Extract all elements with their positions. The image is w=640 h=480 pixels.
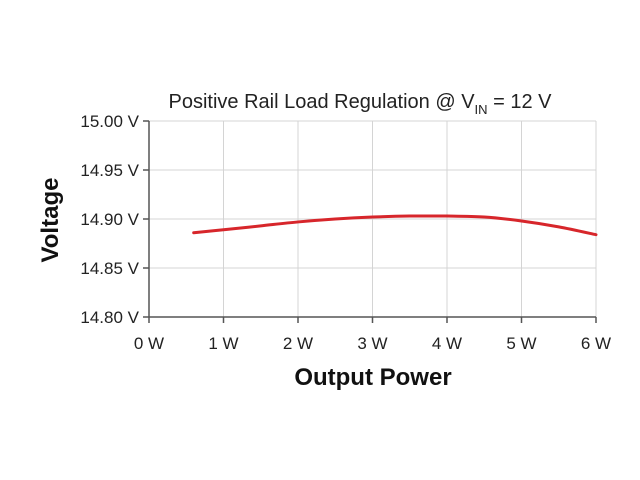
y-tick-label: 14.95 V — [80, 161, 139, 180]
grid-layer — [149, 120, 597, 317]
axis-layer — [143, 120, 597, 323]
x-tick-label: 4 W — [432, 334, 462, 353]
x-tick-label: 0 W — [134, 334, 164, 353]
y-axis-label: Voltage — [37, 178, 64, 263]
y-tick-label: 14.85 V — [80, 259, 139, 278]
x-tick-label: 5 W — [506, 334, 536, 353]
x-tick-label: 2 W — [283, 334, 313, 353]
y-tick-label: 14.90 V — [80, 210, 139, 229]
y-tick-label: 15.00 V — [80, 112, 139, 131]
chart-title: Positive Rail Load Regulation @ VIN = 12… — [169, 91, 553, 117]
x-tick-label: 3 W — [357, 334, 387, 353]
x-tick-label: 1 W — [208, 334, 238, 353]
tick-label-layer: 14.80 V 14.85 V 14.90 V 14.95 V 15.00 V 0 W 1 … — [80, 112, 611, 353]
x-axis-label: Output Power — [294, 364, 451, 391]
y-tick-label: 14.80 V — [80, 308, 139, 327]
voltage-series-line — [192, 214, 598, 237]
x-tick-label: 6 W — [581, 334, 611, 353]
series-layer — [192, 214, 598, 237]
